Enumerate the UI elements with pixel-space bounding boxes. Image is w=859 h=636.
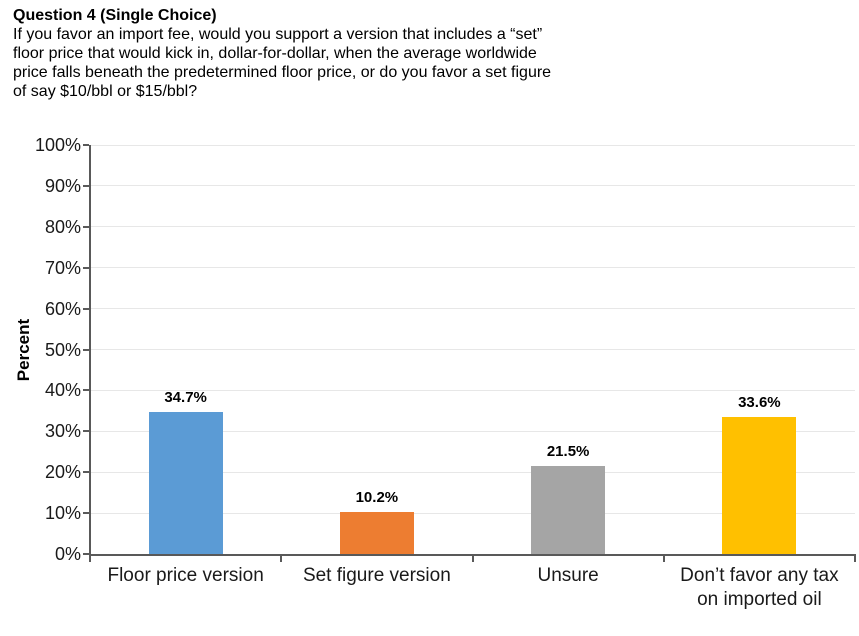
- y-axis-tick-label: 0%: [54, 544, 81, 564]
- x-tick-mark: [854, 556, 856, 562]
- bar-set-figure-version: [339, 512, 414, 554]
- category-label: Set figure version: [302, 565, 451, 586]
- y-axis-tick-label: 10%: [44, 503, 81, 524]
- question-title: Question 4 (Single Choice): [13, 7, 217, 24]
- bar-don-t-favor-any-tax-on-imported-oil: [722, 416, 797, 554]
- bar-value-label: 21.5%: [546, 443, 590, 461]
- y-tick-mark: [83, 184, 89, 187]
- question-line: floor price that would kick in, dollar-f…: [13, 45, 537, 62]
- question-header: Question 4 (Single Choice) If you favor …: [13, 6, 653, 101]
- bar-floor-price-version: [148, 412, 223, 554]
- x-tick-mark: [89, 556, 91, 562]
- bar-value-label: 34.7%: [164, 389, 207, 407]
- gridline: [91, 389, 855, 391]
- y-tick-mark: [83, 348, 89, 351]
- question-line: of say $10/bbl or $15/bbl?: [13, 83, 198, 100]
- gridline: [91, 308, 855, 310]
- y-axis-tick-label: 20%: [44, 462, 81, 483]
- bar-value-label: 10.2%: [355, 489, 399, 507]
- y-tick-mark: [83, 471, 89, 474]
- category-label: Don’t favor any tax on imported oil: [680, 565, 839, 610]
- question-line: price falls beneath the predetermined fl…: [13, 64, 552, 81]
- gridline: [91, 430, 855, 432]
- gridline: [91, 267, 855, 269]
- category-label: Floor price version: [107, 565, 264, 586]
- y-tick-mark: [83, 512, 89, 515]
- gridline: [91, 144, 855, 146]
- x-tick-mark: [471, 556, 474, 562]
- gridline: [91, 185, 855, 187]
- gridline: [91, 471, 855, 473]
- y-axis-line: [89, 145, 91, 556]
- gridline: [91, 349, 855, 350]
- gridline: [91, 226, 855, 228]
- y-axis-tick-label: 70%: [44, 257, 81, 278]
- x-tick-mark: [280, 556, 283, 562]
- y-tick-mark: [83, 144, 89, 146]
- y-axis-tick-label: 30%: [44, 421, 81, 442]
- y-axis-tick-label: 100%: [34, 135, 81, 155]
- y-axis-tick-label: 90%: [44, 175, 81, 196]
- bar-unsure: [531, 466, 606, 554]
- y-axis-tick-label: 40%: [44, 380, 81, 401]
- x-axis-line: [89, 554, 856, 556]
- y-axis-tick-label: 60%: [44, 298, 81, 319]
- y-tick-mark: [83, 430, 89, 433]
- question-line: If you favor an import fee, would you su…: [13, 26, 543, 43]
- y-tick-mark: [83, 307, 89, 310]
- y-tick-mark: [83, 553, 89, 555]
- gridline: [91, 512, 855, 514]
- y-axis-tick-label: 80%: [44, 216, 81, 237]
- y-tick-mark: [83, 266, 89, 269]
- y-axis-tick-label: 50%: [44, 339, 81, 360]
- bar-value-label: 33.6%: [738, 393, 781, 411]
- y-tick-mark: [83, 225, 89, 228]
- category-label: Unsure: [537, 565, 599, 586]
- x-tick-mark: [662, 556, 665, 562]
- y-tick-mark: [83, 389, 89, 392]
